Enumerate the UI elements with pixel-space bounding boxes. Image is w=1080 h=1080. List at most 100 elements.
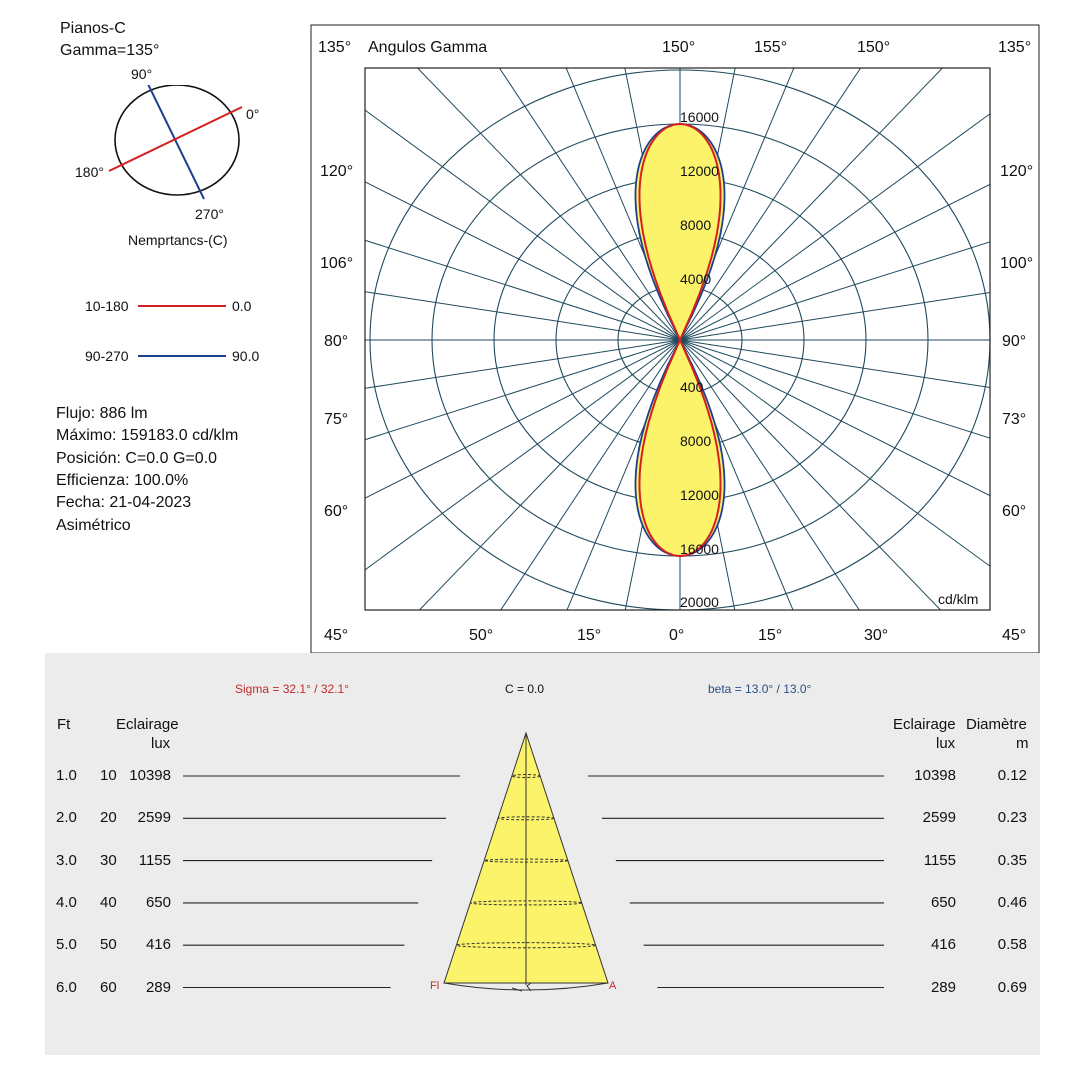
row-3-diameter: 0.35 [997, 851, 1027, 869]
row-4-diameter: 0.46 [997, 893, 1027, 911]
series-10-180-lower [638, 337, 722, 558]
c-plane-red-axis [108, 106, 243, 172]
legend-left-red: 10-180 [85, 298, 129, 314]
bottom-label-5: 15° [758, 627, 782, 644]
bottom-label-3: 15° [577, 627, 601, 644]
stat-maximo: Máximo: 159183.0 cd/klm [56, 427, 239, 444]
polar-spoke-11 [679, 339, 990, 439]
stat-posicion: Posición: C=0.0 G=0.0 [56, 450, 217, 467]
beta-label: beta = 13.0° / 13.0° [708, 682, 812, 696]
polar-spoke-12 [679, 339, 990, 497]
series-10-180-upper [638, 122, 722, 343]
polar-spoke-32 [416, 68, 681, 341]
c-value-label: C = 0.0 [505, 682, 545, 696]
legend-right-blue: 90.0 [232, 348, 260, 364]
radial-tick-upper-2: 12000 [680, 163, 719, 179]
polar-spoke-31 [365, 109, 681, 341]
polar-title: Angulos Gamma [368, 39, 487, 56]
row-2-lux-left: 2599 [137, 809, 171, 827]
row-6-distance: 60 [100, 978, 117, 996]
polar-spoke-24 [365, 339, 681, 499]
row-5-lux-right: 416 [930, 936, 956, 954]
header-lux-left: lux [151, 735, 171, 752]
radial-tick-lower-5: 20000 [680, 594, 719, 610]
stat-fecha: Fecha: 21-04-2023 [56, 494, 192, 511]
right-label-2: 100° [1000, 255, 1033, 272]
polar-spoke-34 [565, 68, 681, 341]
polar-spoke-5 [679, 113, 990, 341]
polar-spoke-7 [679, 241, 990, 341]
c-label-90: 90° [131, 66, 153, 82]
row-6-lux-right: 289 [930, 978, 956, 996]
row-2-distance: 20 [100, 809, 117, 827]
c-label-180: 180° [75, 164, 104, 180]
polar-spoke-20 [566, 339, 681, 610]
row-2-lux-right: 2599 [922, 809, 956, 827]
row-4-ft: 4.0 [56, 893, 77, 911]
right-label-1: 120° [1000, 163, 1033, 180]
polar-spoke-29 [365, 239, 681, 341]
row-1-ft: 1.0 [56, 767, 77, 784]
header-m: m [1016, 735, 1029, 752]
polar-spoke-28 [365, 291, 681, 341]
c-plane-caption: Nemprtancs-(C) [128, 232, 228, 248]
row-3-lux-right: 1155 [923, 851, 956, 869]
left-label-1: 120° [320, 163, 353, 180]
stat-efficienza: Efficienza: 100.0% [56, 472, 189, 489]
polar-spoke-4 [679, 68, 944, 341]
bottom-label-2: 50° [469, 627, 493, 644]
unit-label: cd/klm [938, 591, 978, 607]
c-plane-ellipse [114, 85, 240, 196]
c-plane-blue-axis [147, 85, 205, 200]
legend-left-blue: 90-270 [85, 348, 129, 364]
right-label-4: 73° [1002, 411, 1026, 428]
polar-plot-frame [364, 67, 991, 611]
cone-panel [45, 653, 1040, 1055]
radial-tick-upper-1: 16000 [680, 109, 719, 125]
stat-flujo: Flujo: 886 lm [56, 405, 148, 422]
polar-spoke-3 [679, 68, 862, 341]
polar-spoke-10 [679, 339, 990, 389]
row-5-ft: 5.0 [56, 936, 77, 954]
top-label-2: 150° [662, 39, 695, 56]
stat-asimetrico: Asimétrico [56, 517, 131, 534]
radial-tick-upper-4: 4000 [680, 271, 711, 287]
right-label-5: 60° [1002, 503, 1026, 520]
gamma-label: Gamma=135° [60, 42, 160, 59]
row-1-lux-left: 10398 [129, 767, 171, 784]
right-label-3: 90° [1002, 333, 1026, 350]
left-label-2: 106° [320, 255, 353, 272]
header-diametre: Diamètre [966, 716, 1027, 733]
polar-spoke-33 [498, 68, 681, 341]
polar-spoke-2 [679, 68, 795, 341]
top-label-3: 155° [754, 39, 787, 56]
polar-spoke-30 [365, 181, 681, 341]
polar-spoke-21 [500, 339, 681, 610]
c-label-270: 270° [195, 206, 224, 222]
row-4-lux-right: 650 [930, 893, 956, 911]
row-4-lux-left: 650 [145, 893, 171, 911]
bottom-label-1: 45° [324, 627, 348, 644]
row-5-distance: 50 [100, 936, 117, 954]
header-ft: Ft [57, 716, 71, 733]
header-lux-right: lux [936, 735, 956, 752]
bottom-label-4: 0° [669, 627, 684, 644]
polar-spoke-25 [365, 339, 681, 441]
polar-chart: Angulos Gamma 135° 150° 155° 150° 135° 1… [310, 24, 1040, 654]
row-6-ft: 6.0 [56, 978, 77, 996]
legend-right-red: 0.0 [232, 298, 252, 314]
top-label-5: 135° [998, 39, 1031, 56]
polar-spoke-26 [365, 339, 681, 389]
row-3-ft: 3.0 [56, 851, 77, 869]
row-5-diameter: 0.58 [997, 936, 1027, 954]
radial-tick-lower-3: 12000 [680, 487, 719, 503]
header-eclairage-left: Eclairage [116, 716, 179, 733]
polar-spoke-16 [679, 339, 794, 610]
bottom-label-7: 45° [1002, 627, 1026, 644]
top-label-1: 135° [318, 39, 351, 56]
legend-line-red [138, 305, 226, 307]
row-2-ft: 2.0 [56, 809, 77, 827]
radial-tick-lower-4: 16000 [680, 541, 719, 557]
planes-title: Pianos-C [60, 20, 126, 37]
top-label-4: 150° [857, 39, 890, 56]
